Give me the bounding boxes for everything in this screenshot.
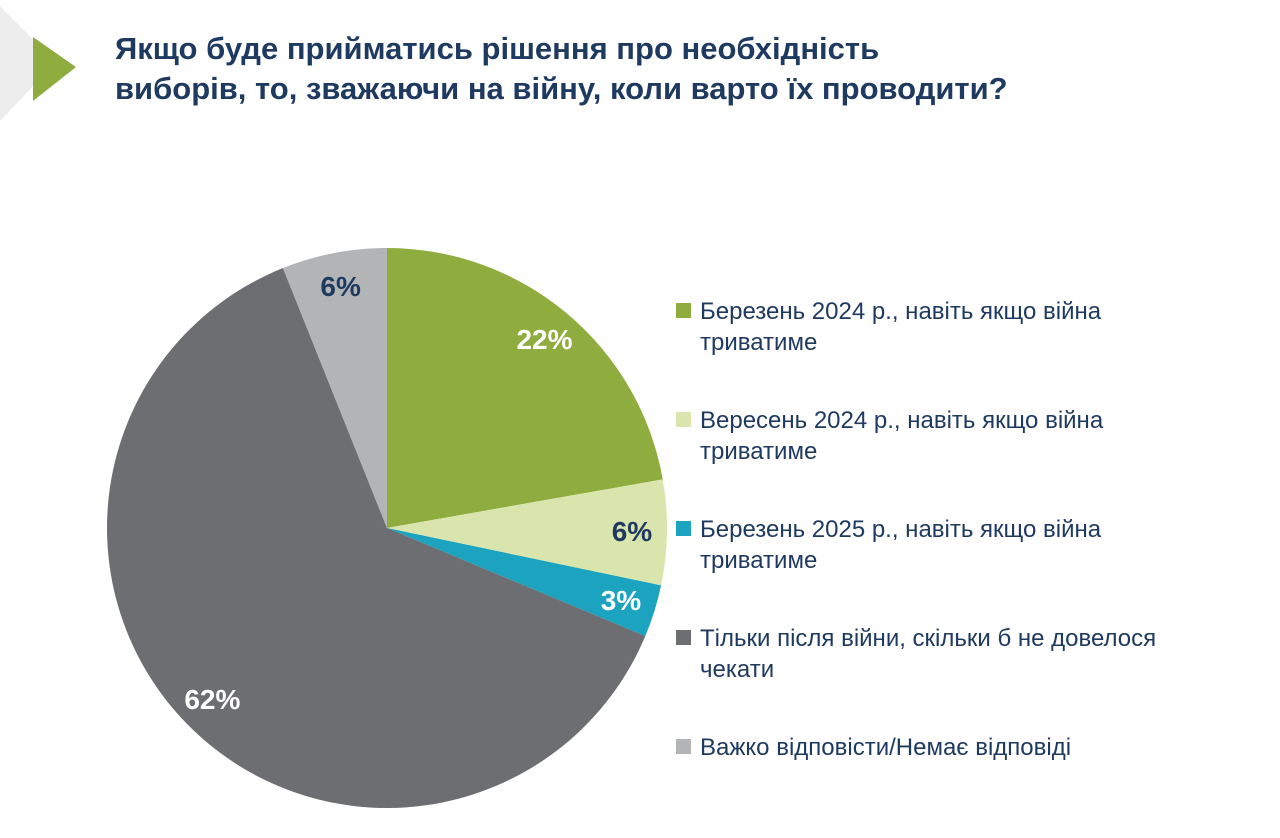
legend-item-september-2024: Вересень 2024 р., навіть якщо війна трив… (676, 405, 1206, 467)
pie-data-label-1: 6% (611, 515, 653, 547)
legend-item-march-2024: Березень 2024 р., навіть якщо війна трив… (676, 296, 1206, 358)
legend-label: Вересень 2024 р., навіть якщо війна трив… (700, 407, 1104, 465)
accent-arrow-icon (0, 6, 76, 121)
accent-arrow-green-triangle (33, 37, 76, 101)
pie-data-label-3: 62% (184, 683, 241, 715)
pie-chart-svg (107, 248, 667, 808)
chart-legend: Березень 2024 р., навіть якщо війна трив… (676, 296, 1206, 763)
legend-swatch-march-2024 (676, 303, 691, 318)
pie-slice-0 (387, 248, 663, 528)
legend-label: Важко відповісти/Немає відповіді (700, 734, 1072, 761)
slide-title: Якщо буде прийматись рішення про необхід… (115, 30, 1008, 106)
pie-data-label-0: 22% (516, 324, 573, 356)
pie-data-label-2: 3% (600, 584, 642, 616)
pie-slice-2 (387, 528, 662, 637)
legend-item-march-2025: Березень 2025 р., навіть якщо війна трив… (676, 514, 1206, 576)
legend-label: Березень 2024 р., навіть якщо війна трив… (700, 298, 1102, 356)
legend-swatch-march-2025 (676, 521, 691, 536)
legend-swatch-september-2024 (676, 412, 691, 427)
pie-slice-4 (282, 248, 387, 528)
legend-item-after-war: Тільки після війни, скільки б не довелос… (676, 623, 1206, 685)
accent-arrow-backdrop-triangle (0, 6, 56, 121)
legend-swatch-after-war (676, 630, 691, 645)
legend-label: Березень 2025 р., навіть якщо війна трив… (700, 516, 1102, 574)
pie-slice-1 (387, 479, 667, 586)
legend-label: Тільки після війни, скільки б не довелос… (700, 625, 1157, 683)
pie-chart: 22% 6% 3% 62% 6% (107, 248, 667, 808)
legend-item-hard-to-answer: Важко відповісти/Немає відповіді (676, 732, 1206, 763)
legend-swatch-hard-to-answer (676, 739, 691, 754)
pie-data-label-4: 6% (320, 271, 361, 303)
pie-slice-3 (107, 268, 646, 808)
